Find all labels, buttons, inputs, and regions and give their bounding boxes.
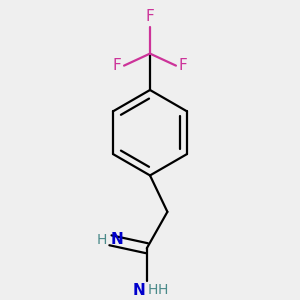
Text: N: N: [133, 283, 145, 298]
Text: H: H: [158, 283, 168, 297]
Text: H: H: [148, 283, 158, 297]
Text: F: F: [178, 58, 187, 73]
Text: N: N: [111, 232, 124, 247]
Text: F: F: [113, 58, 122, 73]
Text: H: H: [97, 233, 107, 247]
Text: F: F: [146, 9, 154, 24]
